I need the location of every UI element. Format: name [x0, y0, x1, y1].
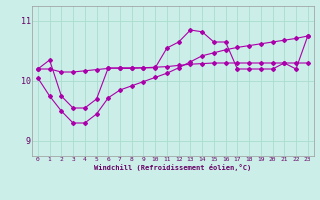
X-axis label: Windchill (Refroidissement éolien,°C): Windchill (Refroidissement éolien,°C)	[94, 164, 252, 171]
